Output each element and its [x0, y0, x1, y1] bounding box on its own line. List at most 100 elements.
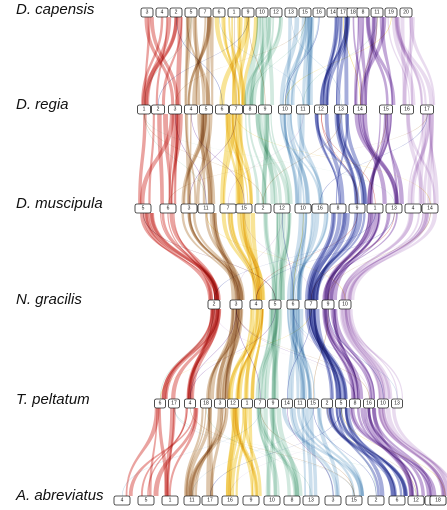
chromosome-label: 2 [213, 302, 216, 308]
species-label: D. regia [16, 96, 69, 113]
chromosome-label: 7 [235, 107, 238, 113]
chromosome-label: 11 [189, 498, 194, 504]
synteny-ribbon [148, 114, 154, 204]
chromosome-label: 3 [235, 302, 238, 308]
chromosome-label: 2 [375, 498, 378, 504]
synteny-ribbon [165, 408, 175, 496]
chromosome-label: 15 [302, 10, 308, 16]
chromosome-label: 20 [403, 10, 409, 16]
chromosome-label: 12 [413, 498, 419, 504]
chromosome-label: 4 [161, 10, 164, 16]
chromosome-label: 15 [310, 401, 316, 407]
chromosome-label: 16 [227, 498, 233, 504]
chromosome-label: 1 [143, 107, 146, 113]
chromosome-label: 3 [174, 107, 177, 113]
chromosome-label: 10 [259, 10, 265, 16]
chromosome-label: 3 [188, 206, 191, 212]
synteny-ribbons [122, 17, 447, 496]
chromosome-label: 11 [374, 10, 379, 16]
chromosome-label: 14 [357, 107, 363, 113]
chromosome-label: 2 [175, 10, 178, 16]
chromosome-label: 1 [233, 10, 236, 16]
chromosome-label: 10 [269, 498, 275, 504]
chromosome-label: 14 [427, 206, 433, 212]
chromosome-label: 13 [394, 401, 400, 407]
chromosome-label: 2 [157, 107, 160, 113]
chromosome-label: 6 [396, 498, 399, 504]
chromosome-label: 16 [316, 10, 322, 16]
chromosome-label: 9 [327, 302, 330, 308]
chromosome-label: 12 [318, 107, 324, 113]
species-label: A. abreviatus [15, 487, 104, 504]
chromosome-label: 18 [350, 10, 356, 16]
chromosome-label: 8 [291, 498, 294, 504]
chromosome-label: 5 [340, 401, 343, 407]
chromosome-label: 9 [356, 206, 359, 212]
chromosome-label: 8 [249, 107, 252, 113]
chromosome-label: 9 [264, 107, 267, 113]
synteny-ribbon [141, 408, 188, 496]
synteny-ribbon [317, 408, 340, 496]
chromosome-label: 6 [292, 302, 295, 308]
chromosome-label: 1 [374, 206, 377, 212]
chromosome-label: 5 [142, 206, 145, 212]
chromosome-label: 9 [272, 401, 275, 407]
species-row: D. regia 1 2 3 4 5 6 7 8 9 10 11 12 13 14 15 16 17 [16, 96, 434, 114]
chromosome-label: 13 [391, 206, 397, 212]
chromosome-label: 4 [190, 107, 193, 113]
chromosome-label: 11 [297, 401, 302, 407]
chromosome-label: 10 [282, 107, 288, 113]
chromosome-label: 14 [284, 401, 290, 407]
chromosome-label: 6 [159, 401, 162, 407]
chromosome-label: 8 [337, 206, 340, 212]
species-label: D. muscipula [16, 195, 103, 212]
chromosome-label: 17 [340, 10, 346, 16]
chromosome-label: 4 [255, 302, 258, 308]
chromosome-label: 16 [404, 107, 410, 113]
chromosome-label: 4 [412, 206, 415, 212]
chromosome-label: 9 [250, 498, 253, 504]
chromosome-label: 15 [241, 206, 247, 212]
chromosome-label: 17 [424, 107, 430, 113]
chromosome-label: 6 [167, 206, 170, 212]
chromosome-label: 5 [274, 302, 277, 308]
chromosome-label: 15 [383, 107, 389, 113]
chromosome-label: 5 [145, 498, 148, 504]
chromosome-label: 16 [317, 206, 323, 212]
chromosome-label: 12 [230, 401, 236, 407]
chromosome-label: 17 [171, 401, 177, 407]
chromosome-label: 5 [205, 107, 208, 113]
chromosome-label: 13 [338, 107, 344, 113]
species-label: D. capensis [16, 1, 95, 18]
chromosome-label: 12 [279, 206, 285, 212]
chromosome-label: 3 [219, 401, 222, 407]
chromosome-label: 2 [262, 206, 265, 212]
chromosome-label: 7 [259, 401, 262, 407]
chromosome-label: 18 [435, 498, 441, 504]
chromosome-label: 11 [203, 206, 208, 212]
chromosome-label: 8 [362, 10, 365, 16]
chromosome-label: 4 [189, 401, 192, 407]
species-row: D. capensis 3 4 2 5 7 6 1 9 10 12 13 15 16 14 17 18 8 11 19… [16, 1, 412, 18]
chromosome-label: 4 [121, 498, 124, 504]
chromosome-label: 7 [227, 206, 230, 212]
chromosome-label: 10 [342, 302, 348, 308]
chromosome-label: 5 [190, 10, 193, 16]
chromosome-label: 8 [354, 401, 357, 407]
chromosome-label: 13 [288, 10, 294, 16]
chromosome-label: 2 [326, 401, 329, 407]
chromosome-label: 7 [310, 302, 313, 308]
chromosome-label: 13 [308, 498, 314, 504]
chromosome-label: 9 [247, 10, 250, 16]
chromosome-label: 18 [203, 401, 209, 407]
chromosome-label: 10 [300, 206, 306, 212]
species-label: T. peltatum [16, 391, 90, 408]
chromosome-label: 6 [221, 107, 224, 113]
chromosome-label: 3 [146, 10, 149, 16]
chromosome-label: 14 [330, 10, 336, 16]
chromosome-label: 1 [169, 498, 172, 504]
chromosome-label: 1 [246, 401, 249, 407]
chromosome-label: 19 [388, 10, 394, 16]
chromosome-label: 7 [204, 10, 207, 16]
